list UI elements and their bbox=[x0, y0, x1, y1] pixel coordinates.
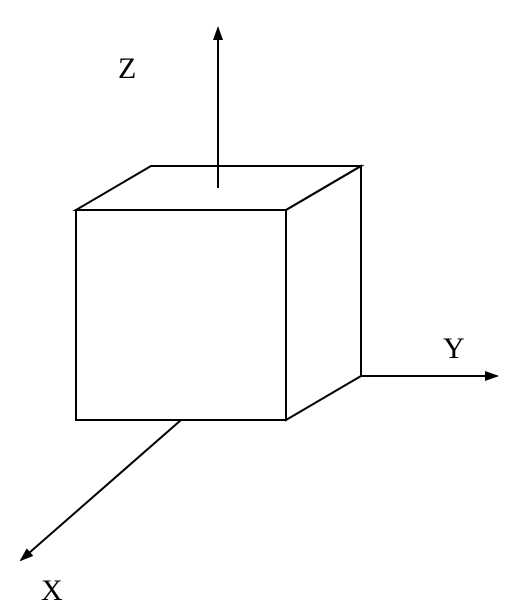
y-axis-label: Y bbox=[443, 332, 465, 365]
cube bbox=[76, 166, 361, 420]
axes bbox=[21, 28, 497, 560]
z-axis-label: Z bbox=[118, 52, 136, 85]
cube-right-face bbox=[286, 166, 361, 420]
cube-front-face bbox=[76, 210, 286, 420]
cube-3d-axes-diagram: Z Y X bbox=[0, 0, 523, 613]
x-axis-label: X bbox=[41, 574, 63, 607]
x-axis bbox=[21, 420, 181, 560]
